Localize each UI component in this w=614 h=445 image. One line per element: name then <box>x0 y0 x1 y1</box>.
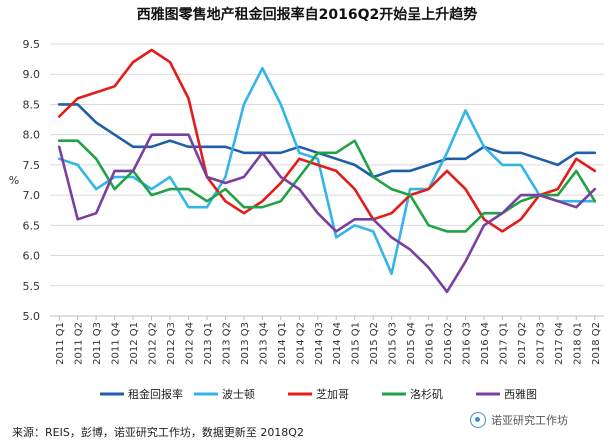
legend: 租金回报率 波士顿 芝加哥 洛杉矶 西雅图 <box>100 387 537 401</box>
x-tick-label: 2015 Q1 <box>351 322 362 365</box>
x-tick-label: 2015 Q3 <box>388 322 399 365</box>
x-tick-label: 2011 Q2 <box>74 322 85 365</box>
legend-label: 西雅图 <box>504 387 537 401</box>
x-tick-label: 2013 Q2 <box>221 322 232 365</box>
y-axis: 5.0 5.5 6.0 6.5 7.0 7.5 8.0 8.5 9.0 9.5% <box>9 38 40 323</box>
x-tick-label: 2012 Q1 <box>129 322 140 365</box>
watermark: 诺亚研究工作坊 <box>470 412 568 428</box>
x-tick-label: 2014 Q3 <box>314 322 325 365</box>
x-tick-label: 2014 Q1 <box>277 322 288 365</box>
series-line <box>57 103 597 179</box>
x-tick-label: 2016 Q1 <box>425 322 436 365</box>
series-line <box>57 139 597 233</box>
source-note: 来源：REIS，彭博，诺亚研究工作坊，数据更新至 2018Q2 <box>12 426 304 439</box>
series-line <box>57 66 597 276</box>
series-line <box>57 133 597 294</box>
y-tick-label: 5.0 <box>23 310 41 323</box>
y-tick-label: 5.5 <box>23 280 41 293</box>
watermark-logo-icon <box>470 412 486 428</box>
series-lines <box>57 48 597 294</box>
y-tick-label: 7.5 <box>23 159 41 172</box>
y-tick-label: 9.5 <box>23 38 41 51</box>
series-line <box>57 48 597 233</box>
y-axis-label: % <box>9 174 19 187</box>
y-tick-label: 8.0 <box>23 129 41 142</box>
x-tick-label: 2013 Q1 <box>203 322 214 365</box>
x-tick-label: 2012 Q3 <box>166 322 177 365</box>
x-tick-label: 2012 Q2 <box>148 322 159 365</box>
x-tick-label: 2017 Q1 <box>498 322 509 365</box>
x-tick-label: 2014 Q4 <box>332 322 343 365</box>
y-tick-label: 6.5 <box>23 219 41 232</box>
x-tick-label: 2015 Q2 <box>369 322 380 365</box>
x-tick-label: 2015 Q4 <box>406 322 417 365</box>
x-tick-label: 2018 Q2 <box>591 322 602 365</box>
x-tick-label: 2011 Q4 <box>111 322 122 365</box>
y-tick-label: 7.0 <box>23 189 41 202</box>
x-tick-label: 2011 Q1 <box>55 322 66 365</box>
y-tick-label: 6.0 <box>23 250 41 263</box>
x-tick-label: 2017 Q3 <box>535 322 546 365</box>
x-tick-label: 2012 Q4 <box>185 322 196 365</box>
gridlines <box>50 43 604 317</box>
x-tick-label: 2018 Q1 <box>572 322 583 365</box>
x-tick-label: 2016 Q4 <box>480 322 491 365</box>
legend-label: 租金回报率 <box>128 387 183 401</box>
x-tick-label: 2016 Q2 <box>443 322 454 365</box>
x-tick-label: 2014 Q2 <box>295 322 306 365</box>
watermark-text: 诺亚研究工作坊 <box>491 414 568 427</box>
x-tick-label: 2017 Q4 <box>554 322 565 365</box>
x-tick-label: 2017 Q2 <box>517 322 528 365</box>
x-axis: 2011 Q1 2011 Q2 2011 Q3 2011 Q4 2012 Q1 2012 … <box>55 316 602 365</box>
y-tick-label: 9.0 <box>23 68 41 81</box>
chart-title: 西雅图零售地产租金回报率自2016Q2开始呈上升趋势 <box>136 7 478 23</box>
y-tick-label: 8.5 <box>23 98 41 111</box>
legend-label: 波士顿 <box>222 387 255 401</box>
x-tick-label: 2016 Q3 <box>462 322 473 365</box>
x-tick-label: 2013 Q3 <box>240 322 251 365</box>
x-tick-label: 2013 Q4 <box>258 322 269 365</box>
legend-label: 洛杉矶 <box>410 387 443 401</box>
x-tick-label: 2011 Q3 <box>92 322 103 365</box>
legend-label: 芝加哥 <box>316 388 349 401</box>
